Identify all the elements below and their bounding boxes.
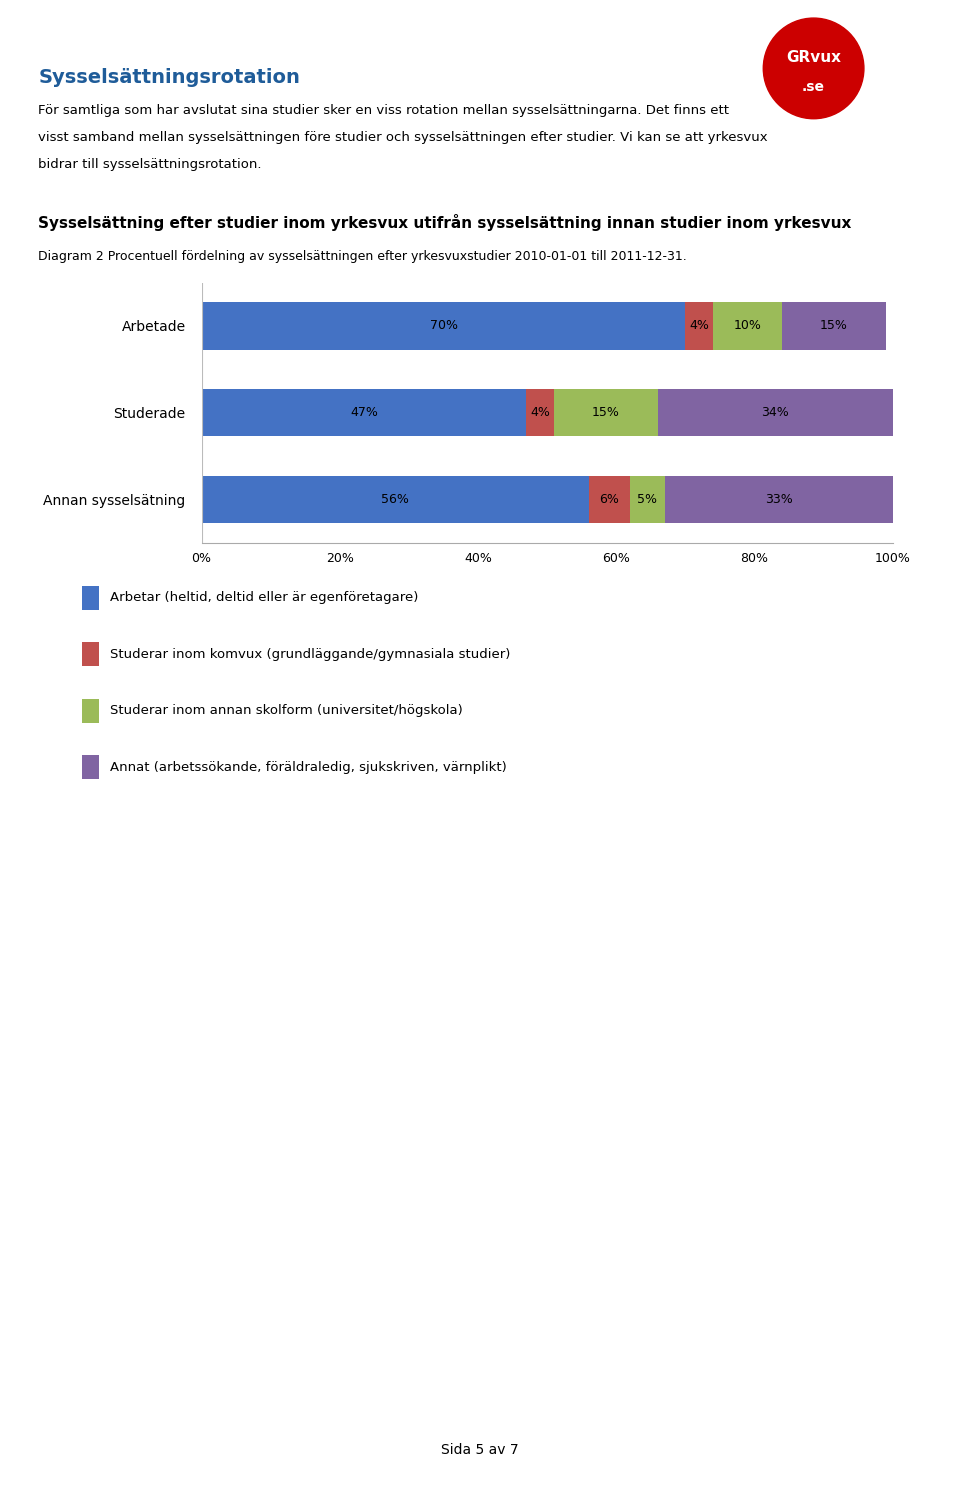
Text: .se: .se [803, 80, 825, 94]
Circle shape [760, 15, 867, 122]
Text: Annat (arbetssökande, föräldraledig, sjukskriven, värnplikt): Annat (arbetssökande, föräldraledig, sju… [110, 761, 507, 773]
Text: Sysselsättning efter studier inom yrkesvux utifrån sysselsättning innan studier : Sysselsättning efter studier inom yrkesv… [38, 214, 852, 230]
Bar [202, 302, 685, 349]
Circle shape [763, 18, 864, 119]
Text: 33%: 33% [765, 492, 793, 506]
Bar [526, 388, 554, 437]
Text: 56%: 56% [381, 492, 409, 506]
Bar [782, 302, 886, 349]
Bar [630, 476, 664, 523]
Bar [664, 476, 893, 523]
Text: Diagram 2 Procentuell fördelning av sysselsättningen efter yrkesvuxstudier 2010-: Diagram 2 Procentuell fördelning av syss… [38, 250, 687, 263]
Text: 6%: 6% [599, 492, 619, 506]
Text: För samtliga som har avslutat sina studier sker en viss rotation mellan sysselsä: För samtliga som har avslutat sina studi… [38, 104, 730, 117]
Bar [202, 476, 588, 523]
Text: Sida 5 av 7: Sida 5 av 7 [442, 1442, 518, 1457]
Text: 10%: 10% [733, 320, 761, 333]
Text: 4%: 4% [530, 406, 550, 419]
Bar [713, 302, 782, 349]
Text: Arbetar (heltid, deltid eller är egenföretagare): Arbetar (heltid, deltid eller är egenför… [110, 592, 419, 604]
Text: bidrar till sysselsättningsrotation.: bidrar till sysselsättningsrotation. [38, 158, 262, 171]
Text: Sysselsättningsrotation: Sysselsättningsrotation [38, 68, 300, 88]
Text: 47%: 47% [350, 406, 378, 419]
Text: Studerar inom annan skolform (universitet/högskola): Studerar inom annan skolform (universite… [110, 705, 463, 717]
Text: 5%: 5% [637, 492, 658, 506]
Text: visst samband mellan sysselsättningen före studier och sysselsättningen efter st: visst samband mellan sysselsättningen fö… [38, 131, 768, 144]
Text: 15%: 15% [592, 406, 620, 419]
Text: 70%: 70% [429, 320, 458, 333]
Text: Studerar inom komvux (grundläggande/gymnasiala studier): Studerar inom komvux (grundläggande/gymn… [110, 648, 511, 660]
Bar [658, 388, 893, 437]
Text: 34%: 34% [761, 406, 789, 419]
Bar [554, 388, 658, 437]
Text: 15%: 15% [820, 320, 848, 333]
Bar [588, 476, 630, 523]
Text: GRvux: GRvux [786, 51, 841, 65]
Bar [685, 302, 713, 349]
Bar [202, 388, 526, 437]
Text: 4%: 4% [689, 320, 709, 333]
